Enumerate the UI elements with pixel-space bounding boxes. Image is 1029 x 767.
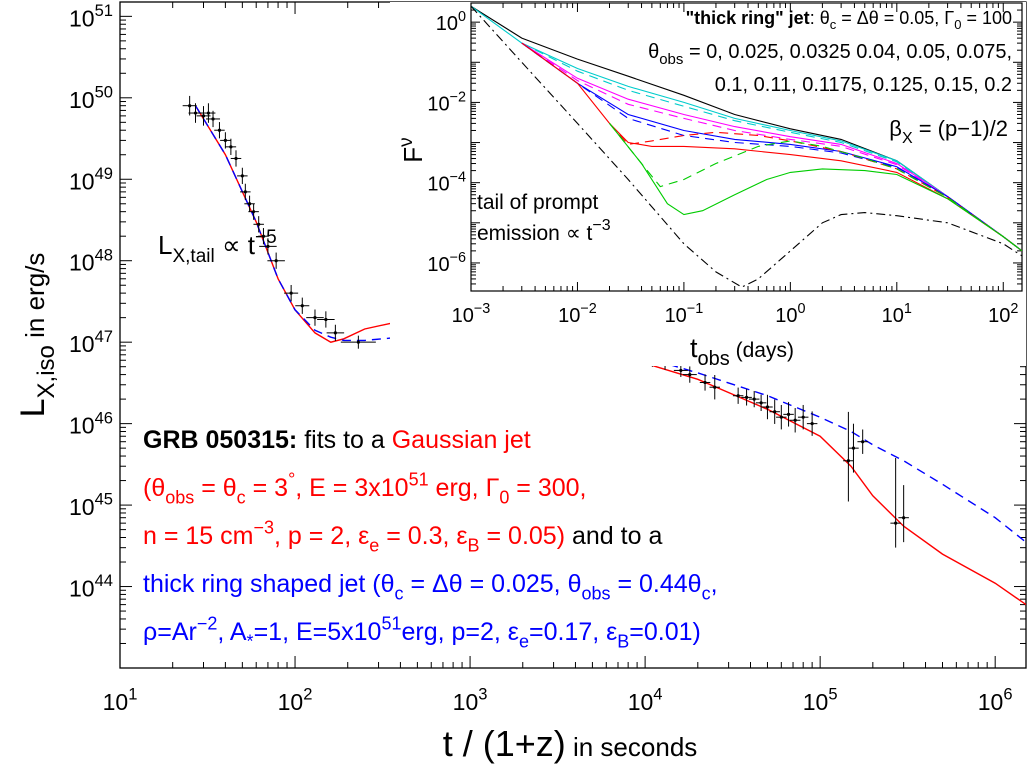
series-line-2 bbox=[521, 42, 1022, 252]
data-point-6 bbox=[220, 132, 231, 149]
data-point-12 bbox=[248, 203, 259, 220]
inset-tail-label-1: tail of prompt bbox=[477, 191, 599, 214]
series-line-10 bbox=[609, 123, 1022, 252]
x-tick-label: 104 bbox=[628, 685, 663, 715]
data-point-15 bbox=[259, 238, 277, 255]
data-point-34 bbox=[732, 387, 744, 404]
series-line-9 bbox=[609, 123, 1022, 252]
data-point-0 bbox=[182, 95, 197, 116]
data-point-33 bbox=[709, 374, 721, 400]
inset-y-tick-label: 100 bbox=[436, 9, 466, 35]
data-point-37 bbox=[755, 394, 767, 411]
data-point-20 bbox=[317, 311, 335, 328]
data-point-17 bbox=[284, 284, 299, 302]
data-point-16 bbox=[267, 252, 285, 269]
inset-plot-frame bbox=[470, 2, 1023, 292]
y-tick-label: 1051 bbox=[69, 1, 113, 31]
fit-line-5: ρ=Ar−2, A*=1, E=5x1051erg, p=2, εe=0.17,… bbox=[143, 614, 701, 652]
fit-line-3: n = 15 cm−3, p = 2, εe = 0.3, εB = 0.05)… bbox=[143, 518, 662, 556]
inset-y-tick-label: 10−4 bbox=[427, 170, 466, 196]
inset-plot: 10−3 10−2 10−1 100 101 102 10−6 10−4 10−2 100 tobs… bbox=[390, 2, 1026, 370]
data-point-31 bbox=[682, 366, 697, 383]
data-point-11 bbox=[244, 195, 255, 212]
x-axis-label: t / (1+z) in seconds bbox=[443, 723, 698, 764]
y-tick-label: 1049 bbox=[69, 164, 113, 194]
data-point-5 bbox=[214, 122, 225, 139]
inset-x-tick-label: 10−3 bbox=[452, 301, 491, 327]
data-point-32 bbox=[699, 374, 711, 391]
data-point-45 bbox=[843, 411, 854, 502]
inset-y-tick-label: 10−2 bbox=[427, 89, 466, 115]
tail-annotation: LX,tail ∝ t−5 bbox=[158, 227, 277, 267]
data-point-43 bbox=[797, 404, 809, 430]
inset-obs-angles-1: θobs = 0, 0.025, 0.0325 0.04, 0.05, 0.07… bbox=[648, 41, 1012, 68]
inset-x-tick-label: 101 bbox=[882, 301, 912, 327]
series-line-11 bbox=[471, 5, 1022, 288]
y-tick-label: 1048 bbox=[69, 245, 113, 275]
data-point-18 bbox=[295, 297, 310, 314]
data-point-36 bbox=[748, 390, 760, 408]
y-tick-label: 1044 bbox=[69, 571, 113, 601]
data-point-48 bbox=[890, 457, 901, 548]
data-point-40 bbox=[776, 404, 787, 430]
data-point-30 bbox=[673, 363, 688, 377]
inset-x-tick-label: 100 bbox=[775, 301, 805, 327]
data-point-39 bbox=[769, 399, 780, 424]
data-point-9 bbox=[237, 167, 248, 185]
fit-line-1: GRB 050315: fits to a Gaussian jet bbox=[143, 426, 531, 454]
data-point-46 bbox=[848, 423, 859, 473]
x-tick-label: 102 bbox=[278, 685, 313, 715]
data-point-19 bbox=[306, 309, 324, 326]
fit-description: GRB 050315: fits to a Gaussian jet (θobs … bbox=[143, 426, 718, 652]
data-point-41 bbox=[783, 402, 794, 427]
data-point-47 bbox=[857, 429, 868, 454]
data-point-21 bbox=[326, 324, 345, 342]
series-line-8 bbox=[609, 123, 1022, 252]
y-tick-label: 1046 bbox=[69, 408, 113, 438]
data-point-14 bbox=[258, 228, 269, 245]
inset-x-tick-label: 10−2 bbox=[558, 301, 597, 327]
inset-y-tick-label: 10−6 bbox=[427, 250, 466, 276]
data-point-4 bbox=[206, 110, 221, 128]
y-tick-label: 1047 bbox=[69, 327, 113, 357]
inset-x-tick-label: 10−1 bbox=[665, 301, 704, 327]
data-point-7 bbox=[225, 138, 237, 155]
y-axis-label: LX,iso in erg/s bbox=[14, 253, 60, 418]
fit-line-2: (θobs = θc = 3°, E = 3x1051 erg, Γ0 = 30… bbox=[143, 470, 587, 508]
data-point-22 bbox=[340, 335, 376, 349]
data-point-49 bbox=[898, 485, 909, 543]
data-point-38 bbox=[762, 394, 773, 420]
inset-title: "thick ring" jet: θc = Δθ = 0.05, Γ0 = 1… bbox=[686, 8, 1012, 32]
fit-line-4: thick ring shaped jet (θc = Δθ = 0.025, … bbox=[143, 570, 718, 604]
data-point-44 bbox=[806, 411, 818, 436]
data-point-13 bbox=[253, 216, 264, 233]
data-point-10 bbox=[240, 183, 251, 201]
inset-x-tick-label: 102 bbox=[988, 301, 1018, 327]
data-point-35 bbox=[741, 389, 752, 406]
inset-obs-angles-2: 0.1, 0.11, 0.1175, 0.125, 0.15, 0.2 bbox=[715, 74, 1012, 96]
data-point-42 bbox=[789, 408, 801, 433]
x-tick-label: 101 bbox=[103, 685, 138, 715]
y-tick-label: 1045 bbox=[69, 490, 113, 520]
x-tick-label: 106 bbox=[978, 685, 1013, 715]
y-tick-label: 1050 bbox=[69, 82, 113, 112]
inset-x-axis-label: tobs (days) bbox=[690, 333, 794, 370]
data-point-1 bbox=[188, 103, 203, 123]
inset-beta-label: βX = (p−1)/2 bbox=[889, 116, 1008, 147]
inset-y-axis-label: Fν bbox=[396, 137, 428, 162]
inset-tail-label-2: emission ∝ t−3 bbox=[477, 217, 611, 245]
x-tick-label: 103 bbox=[453, 685, 488, 715]
data-point-8 bbox=[230, 150, 242, 167]
x-tick-label: 105 bbox=[803, 685, 838, 715]
